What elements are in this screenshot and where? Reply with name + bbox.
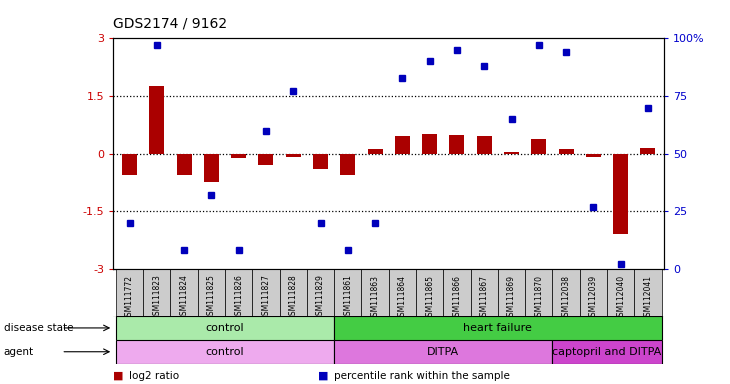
Bar <box>422 134 437 154</box>
Text: GSM111869: GSM111869 <box>507 275 516 321</box>
Bar <box>416 269 443 317</box>
Text: GSM111870: GSM111870 <box>534 275 543 321</box>
Bar <box>389 269 416 317</box>
Text: disease state: disease state <box>4 323 73 333</box>
Bar <box>395 136 410 154</box>
Text: percentile rank within the sample: percentile rank within the sample <box>334 371 510 381</box>
Text: GSM112039: GSM112039 <box>589 275 598 321</box>
Text: ■: ■ <box>113 371 123 381</box>
Text: GSM112040: GSM112040 <box>616 275 625 321</box>
Bar <box>580 269 607 317</box>
Bar <box>280 269 307 317</box>
Text: GSM111824: GSM111824 <box>180 275 188 320</box>
Bar <box>334 316 661 340</box>
Bar <box>313 154 328 169</box>
Bar <box>116 316 334 340</box>
Bar <box>340 154 356 175</box>
Bar <box>143 269 170 317</box>
Text: captopril and DITPA: captopril and DITPA <box>553 347 661 357</box>
Bar <box>553 340 661 364</box>
Text: control: control <box>206 323 245 333</box>
Bar <box>450 135 464 154</box>
Bar <box>586 154 601 157</box>
Bar <box>334 269 361 317</box>
Text: control: control <box>206 347 245 357</box>
Text: GSM111867: GSM111867 <box>480 275 488 321</box>
Bar <box>177 154 191 175</box>
Bar <box>116 269 143 317</box>
Text: DITPA: DITPA <box>427 347 459 357</box>
Text: GSM111828: GSM111828 <box>289 275 298 320</box>
Bar <box>634 269 661 317</box>
Bar <box>361 269 389 317</box>
Text: GSM111866: GSM111866 <box>453 275 461 321</box>
Text: heart failure: heart failure <box>464 323 532 333</box>
Text: log2 ratio: log2 ratio <box>129 371 180 381</box>
Text: GSM111825: GSM111825 <box>207 275 216 320</box>
Text: GDS2174 / 9162: GDS2174 / 9162 <box>113 17 227 31</box>
Bar <box>258 154 274 165</box>
Bar <box>253 269 280 317</box>
Text: GSM111865: GSM111865 <box>425 275 434 321</box>
Text: GSM111826: GSM111826 <box>234 275 243 320</box>
Text: GSM111823: GSM111823 <box>153 275 161 320</box>
Text: ■: ■ <box>318 371 328 381</box>
Bar <box>285 154 301 157</box>
Text: GSM111864: GSM111864 <box>398 275 407 321</box>
Bar <box>334 340 553 364</box>
Text: agent: agent <box>4 347 34 357</box>
Bar <box>150 86 164 154</box>
Bar <box>204 154 219 182</box>
Bar <box>531 139 546 154</box>
Bar <box>307 269 334 317</box>
Bar <box>558 149 574 154</box>
Bar <box>607 269 634 317</box>
Text: GSM111772: GSM111772 <box>125 275 134 321</box>
Bar <box>170 269 198 317</box>
Bar <box>198 269 225 317</box>
Text: GSM111827: GSM111827 <box>261 275 270 320</box>
Bar <box>122 154 137 175</box>
Text: GSM112038: GSM112038 <box>561 275 571 321</box>
Bar <box>225 269 253 317</box>
Bar <box>443 269 471 317</box>
Bar <box>525 269 553 317</box>
Text: GSM112041: GSM112041 <box>643 275 653 321</box>
Text: GSM111861: GSM111861 <box>343 275 353 320</box>
Bar <box>471 269 498 317</box>
Text: GSM111863: GSM111863 <box>371 275 380 321</box>
Bar <box>613 154 628 234</box>
Bar <box>498 269 525 317</box>
Bar <box>231 154 246 158</box>
Text: GSM111829: GSM111829 <box>316 275 325 320</box>
Bar <box>640 148 656 154</box>
Bar <box>553 269 580 317</box>
Bar <box>368 149 383 154</box>
Bar <box>477 136 492 154</box>
Bar <box>504 152 519 154</box>
Bar <box>116 340 334 364</box>
